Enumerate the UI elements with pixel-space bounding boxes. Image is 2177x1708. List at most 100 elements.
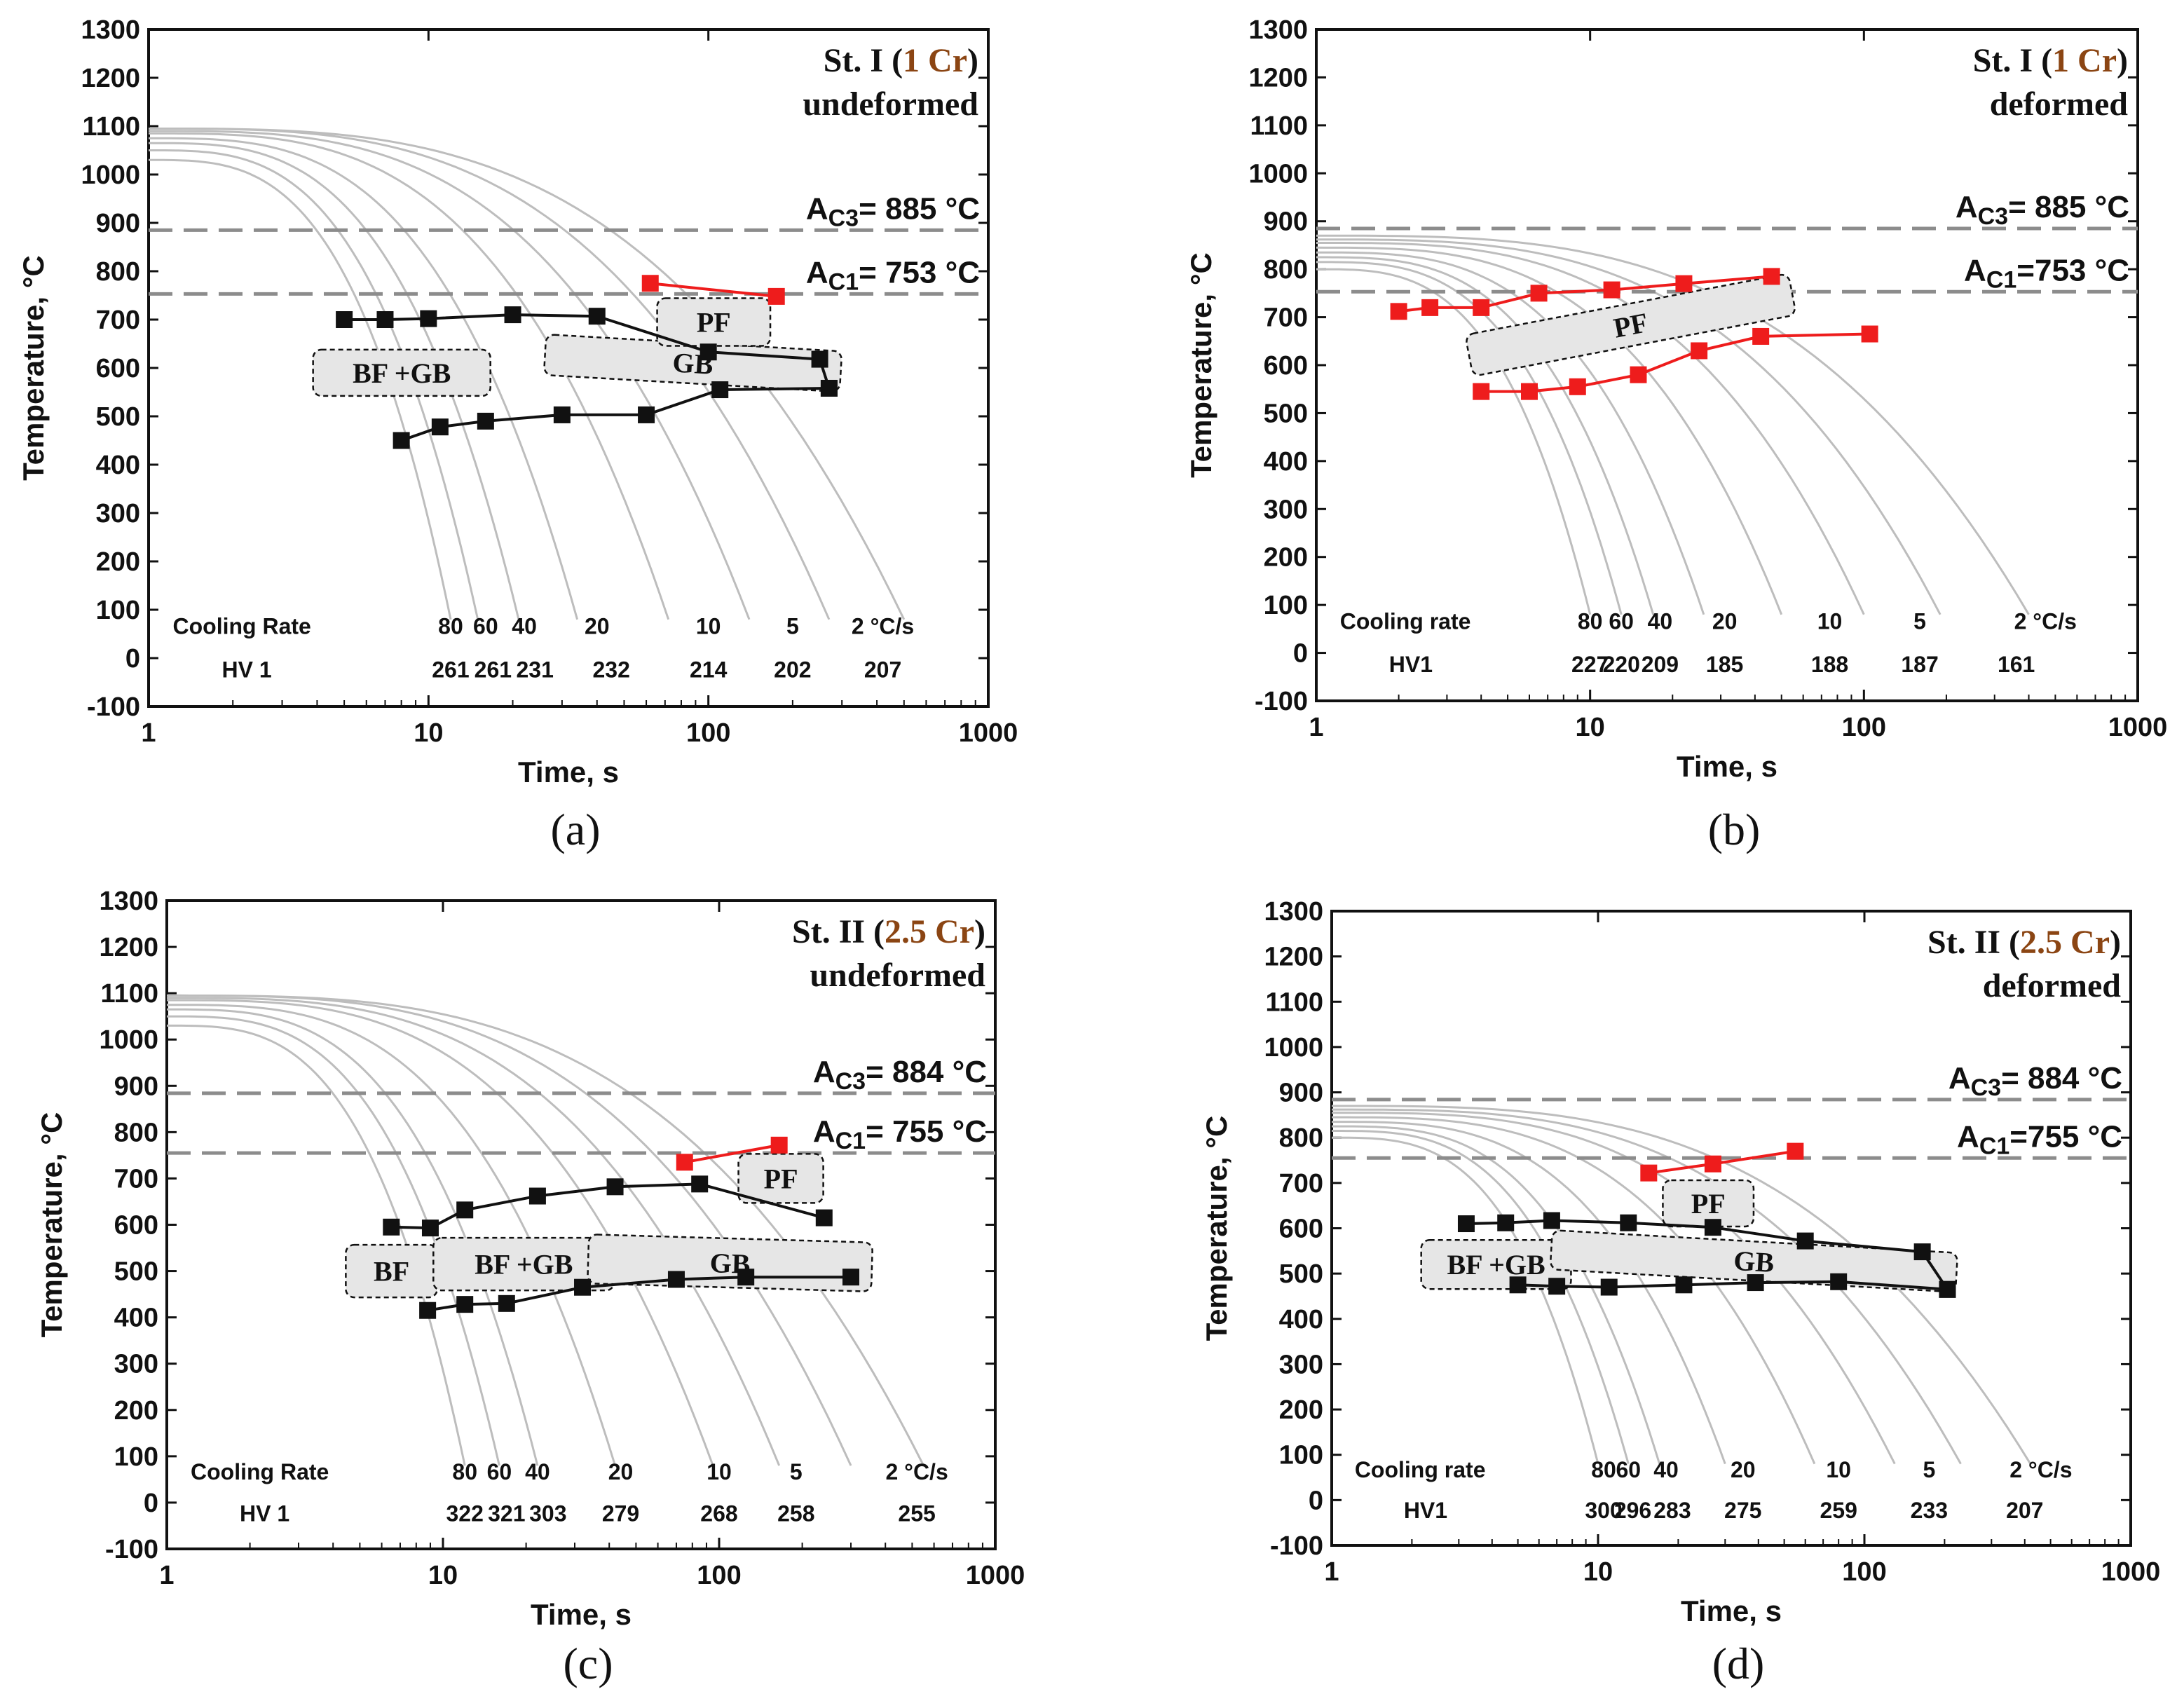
cooling-curve xyxy=(1316,242,1865,615)
cooling-rate-value: 2 °C/s xyxy=(852,614,914,639)
y-tick-label: 500 xyxy=(1264,399,1308,428)
region-outline xyxy=(737,1153,824,1204)
y-tick-label: 0 xyxy=(1309,1486,1323,1515)
y-tick-label: 0 xyxy=(144,1489,158,1518)
y-tick-label: 200 xyxy=(96,547,140,577)
data-point xyxy=(1390,303,1407,320)
cooling-curve xyxy=(1332,1121,1726,1465)
region-outline xyxy=(1466,273,1796,376)
cooling-curve xyxy=(1332,1136,1599,1464)
data-point xyxy=(1675,1276,1693,1294)
cooling-rate-value: 20 xyxy=(608,1459,634,1484)
data-point xyxy=(1913,1243,1931,1261)
data-point xyxy=(1796,1232,1814,1250)
y-tick-label: 400 xyxy=(1264,447,1308,477)
data-point xyxy=(691,1175,709,1193)
hv-value: 231 xyxy=(516,657,553,683)
y-tick-label: 1300 xyxy=(81,15,140,45)
y-tick-label: 300 xyxy=(1264,495,1308,524)
panel-subtitle: deformed xyxy=(1990,86,2129,123)
data-point xyxy=(1763,268,1780,285)
ac1-label: AC1= 755 °C xyxy=(813,1114,987,1154)
hv-label: HV 1 xyxy=(240,1501,289,1526)
data-point xyxy=(1675,275,1693,292)
region-box-bf: BF xyxy=(345,1243,439,1299)
y-tick-label: 1200 xyxy=(99,933,158,962)
y-tick-label: 0 xyxy=(1293,639,1308,669)
y-tick-label: -100 xyxy=(1270,1531,1323,1561)
y-tick-label: 800 xyxy=(114,1118,158,1147)
data-point xyxy=(1421,299,1439,316)
series-line-0 xyxy=(684,1143,780,1164)
region-box-pf: PF xyxy=(1662,1179,1755,1228)
hv-value: 303 xyxy=(529,1501,566,1526)
y-tick-label: 100 xyxy=(114,1442,158,1472)
cooling-rate-label: Cooling Rate xyxy=(191,1459,329,1484)
cooling-rate-value: 60 xyxy=(1616,1457,1642,1482)
ac3-label: AC3= 884 °C xyxy=(1949,1061,2122,1101)
data-point xyxy=(811,350,828,368)
cooling-rate-value: 80 xyxy=(438,614,463,639)
y-tick-label: 800 xyxy=(1279,1123,1323,1153)
hv-value: 275 xyxy=(1724,1498,1761,1523)
y-tick-label: 700 xyxy=(114,1164,158,1194)
data-point xyxy=(1939,1280,1956,1298)
region-outline xyxy=(312,348,491,397)
cooling-rate-label: Cooling Rate xyxy=(172,614,310,639)
y-tick-label: 600 xyxy=(114,1211,158,1241)
panel-letter: (a) xyxy=(550,805,600,854)
cooling-rate-value: 80 xyxy=(452,1459,477,1484)
x-tick-label: 1000 xyxy=(2108,713,2168,742)
hv-value: 161 xyxy=(1998,652,2035,677)
panel-letter: (d) xyxy=(1712,1639,1765,1688)
hv-value: 202 xyxy=(774,657,811,683)
y-tick-label: 600 xyxy=(1264,351,1308,381)
hv-value: 261 xyxy=(432,657,469,683)
region-box-bfgb: BF +GB xyxy=(312,348,491,397)
hv-value: 185 xyxy=(1706,652,1743,677)
region-box-pf: PF xyxy=(1466,273,1796,376)
y-tick-label: 1300 xyxy=(99,887,158,916)
y-tick-label: 1000 xyxy=(1264,1033,1323,1063)
y-tick-label: 1000 xyxy=(81,160,140,190)
panel-title: St. II (2.5 Cr) xyxy=(792,913,985,950)
y-tick-label: 100 xyxy=(1264,591,1308,620)
data-point xyxy=(767,287,785,305)
data-point xyxy=(376,311,394,328)
y-tick-label: -100 xyxy=(1255,687,1308,716)
data-point xyxy=(770,1136,788,1154)
panel-subtitle: undeformed xyxy=(810,957,985,994)
y-tick-label: 1200 xyxy=(1248,63,1308,93)
x-tick-label: 100 xyxy=(697,1561,741,1590)
region-outline xyxy=(656,297,772,347)
region-box-pf: PF xyxy=(656,297,772,347)
data-point xyxy=(737,1269,755,1286)
ac3-label: AC3= 884 °C xyxy=(813,1055,987,1095)
hv-value: 259 xyxy=(1820,1498,1857,1523)
data-point xyxy=(1620,1214,1637,1231)
hv-value: 279 xyxy=(602,1501,639,1526)
y-axis-label: Temperature, °C xyxy=(1200,1116,1233,1341)
cooling-curve xyxy=(1316,261,1623,615)
x-tick-label: 1 xyxy=(1324,1557,1339,1587)
panel-c: -100010020030040050060070080090010001100… xyxy=(35,887,1025,1688)
cooling-rate-value: 10 xyxy=(1817,608,1843,634)
panel-b: -100010020030040050060070080090010001100… xyxy=(1185,15,2167,854)
series-line-0 xyxy=(650,282,777,298)
region-label: PF xyxy=(764,1163,798,1194)
hv-value: 233 xyxy=(1911,1498,1948,1523)
y-tick-label: 400 xyxy=(114,1304,158,1333)
data-point xyxy=(1787,1142,1804,1160)
cooling-curve xyxy=(1332,1125,1661,1465)
ac3-label: AC3= 885 °C xyxy=(1956,190,2129,230)
cooling-rate-value: 20 xyxy=(585,614,610,639)
data-point xyxy=(1473,383,1490,400)
y-tick-label: 900 xyxy=(1279,1079,1323,1108)
x-tick-label: 1 xyxy=(159,1561,174,1590)
y-tick-label: 200 xyxy=(1264,543,1308,573)
y-tick-label: 500 xyxy=(96,402,140,432)
cooling-rate-value: 40 xyxy=(1648,608,1673,634)
y-tick-label: 900 xyxy=(114,1072,158,1101)
cooling-curve xyxy=(1316,256,1655,615)
